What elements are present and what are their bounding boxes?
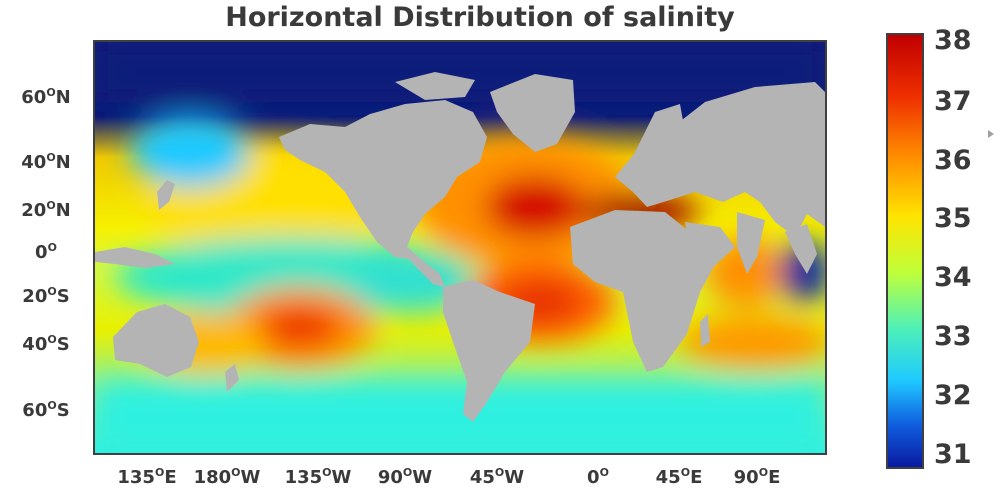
lon-label-180w: 180OW — [193, 466, 261, 488]
colorbar-label-36: 36 — [934, 145, 972, 176]
lat-label-20n: 20ON — [21, 199, 71, 221]
colorbar-label-34: 34 — [934, 262, 972, 293]
lon-label-135w: 135OW — [284, 466, 352, 488]
map-title: Horizontal Distribution of salinity — [225, 2, 735, 33]
salinity-map-graphic — [95, 42, 825, 453]
colorbar-label-33: 33 — [934, 321, 972, 352]
colorbar-label-35: 35 — [934, 203, 972, 234]
lat-label-60n: 60ON — [21, 86, 71, 108]
continents — [95, 72, 825, 422]
lat-label-40s: 40OS — [22, 333, 70, 355]
colorbar-label-31: 31 — [934, 439, 972, 470]
salinity-map — [93, 40, 827, 455]
lon-label-45w: 45OW — [469, 466, 525, 488]
colorbar-label-37: 37 — [934, 86, 972, 117]
lon-label-90w: 90OW — [377, 466, 433, 488]
colorbar-label-32: 32 — [934, 380, 972, 411]
lon-label-45e: 45OE — [655, 466, 703, 488]
lat-label-40n: 40ON — [21, 151, 71, 173]
colorbar-label-38: 38 — [934, 25, 972, 56]
lat-label-60s: 60OS — [22, 399, 70, 421]
lat-label-0: 0O — [35, 241, 57, 263]
lon-label-135e: 135OE — [117, 466, 177, 488]
colorbar — [886, 33, 924, 469]
lon-label-90e: 90OE — [733, 466, 781, 488]
lon-label-0: 0O — [587, 466, 609, 488]
lat-label-20s: 20OS — [22, 285, 70, 307]
cursor-arrow-icon — [988, 130, 994, 138]
